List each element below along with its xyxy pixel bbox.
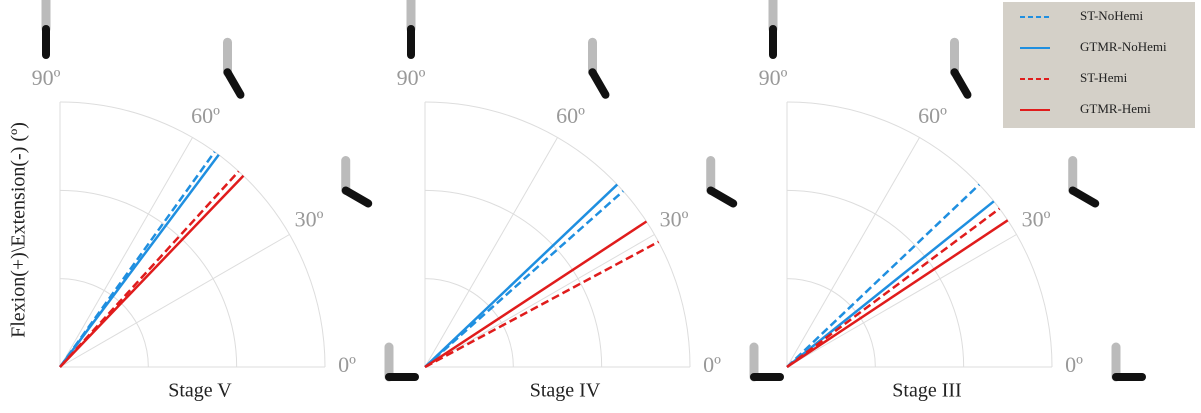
- theta-tick-label: 90º: [759, 65, 788, 90]
- panel-title: Stage IV: [530, 380, 601, 402]
- y-axis-label: Flexion(+)\Extension(-) (º): [8, 122, 30, 338]
- theta-tick-label: 90º: [32, 65, 61, 90]
- series-line: [787, 185, 979, 367]
- series-line: [60, 155, 219, 367]
- series-line: [60, 176, 243, 367]
- leg-icon-shank: [228, 72, 241, 95]
- grid-arc: [425, 102, 690, 367]
- legend-label: GTMR-Hemi: [1080, 101, 1151, 116]
- series-line: [425, 242, 659, 367]
- grid-line: [787, 235, 1016, 368]
- leg-icon-shank: [955, 72, 968, 95]
- chart: Flexion(+)\Extension(-) (º) 0º 30º 60º 90º S…: [0, 0, 1201, 413]
- theta-tick-label: 30º: [295, 207, 324, 232]
- grid-arc: [787, 102, 1052, 367]
- theta-tick-label: 0º: [1065, 352, 1083, 377]
- panel-title: Stage III: [892, 380, 961, 402]
- grid-line: [60, 138, 193, 367]
- legend-label: ST-Hemi: [1080, 70, 1128, 85]
- leg-icon-shank: [711, 191, 734, 204]
- grid-line: [787, 138, 920, 367]
- series-line: [425, 191, 623, 367]
- series-line: [787, 220, 1008, 367]
- theta-tick-label: 30º: [1022, 207, 1051, 232]
- theta-tick-label: 60º: [918, 103, 947, 128]
- legend-label: ST-NoHemi: [1080, 8, 1143, 23]
- series-line: [425, 185, 617, 367]
- panel-title: Stage V: [168, 380, 232, 402]
- series-line: [425, 222, 646, 367]
- leg-icon-shank: [593, 72, 606, 95]
- theta-tick-label: 30º: [660, 207, 689, 232]
- leg-icon-shank: [346, 191, 369, 204]
- legend-label: GTMR-NoHemi: [1080, 39, 1167, 54]
- series-line: [787, 209, 999, 367]
- theta-tick-label: 60º: [191, 103, 220, 128]
- theta-tick-label: 60º: [556, 103, 585, 128]
- theta-tick-label: 0º: [703, 352, 721, 377]
- theta-tick-label: 90º: [397, 65, 426, 90]
- leg-icon-shank: [1073, 191, 1096, 204]
- theta-tick-label: 0º: [338, 352, 356, 377]
- grid-line: [60, 235, 289, 368]
